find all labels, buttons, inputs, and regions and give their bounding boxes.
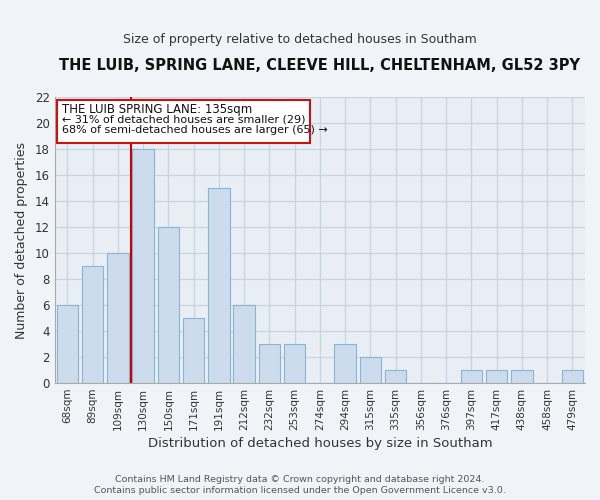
X-axis label: Distribution of detached houses by size in Southam: Distribution of detached houses by size … bbox=[148, 437, 492, 450]
Text: Contains HM Land Registry data © Crown copyright and database right 2024.: Contains HM Land Registry data © Crown c… bbox=[115, 475, 485, 484]
Bar bbox=[233, 305, 255, 383]
Bar bbox=[461, 370, 482, 383]
Bar bbox=[562, 370, 583, 383]
Bar bbox=[56, 305, 78, 383]
Y-axis label: Number of detached properties: Number of detached properties bbox=[15, 142, 28, 338]
Text: THE LUIB SPRING LANE: 135sqm: THE LUIB SPRING LANE: 135sqm bbox=[62, 103, 252, 116]
Text: Size of property relative to detached houses in Southam: Size of property relative to detached ho… bbox=[123, 32, 477, 46]
Bar bbox=[259, 344, 280, 383]
Title: THE LUIB, SPRING LANE, CLEEVE HILL, CHELTENHAM, GL52 3PY: THE LUIB, SPRING LANE, CLEEVE HILL, CHEL… bbox=[59, 58, 580, 72]
Bar bbox=[158, 227, 179, 383]
Bar bbox=[133, 149, 154, 383]
Bar bbox=[385, 370, 406, 383]
Bar bbox=[284, 344, 305, 383]
Bar bbox=[511, 370, 533, 383]
Bar bbox=[359, 357, 381, 383]
Text: 68% of semi-detached houses are larger (65) →: 68% of semi-detached houses are larger (… bbox=[62, 125, 328, 135]
Bar bbox=[183, 318, 205, 383]
FancyBboxPatch shape bbox=[57, 100, 310, 142]
Bar bbox=[486, 370, 508, 383]
Bar bbox=[107, 253, 128, 383]
Text: Contains public sector information licensed under the Open Government Licence v3: Contains public sector information licen… bbox=[94, 486, 506, 495]
Bar bbox=[208, 188, 230, 383]
Text: ← 31% of detached houses are smaller (29): ← 31% of detached houses are smaller (29… bbox=[62, 114, 305, 124]
Bar bbox=[82, 266, 103, 383]
Bar bbox=[334, 344, 356, 383]
